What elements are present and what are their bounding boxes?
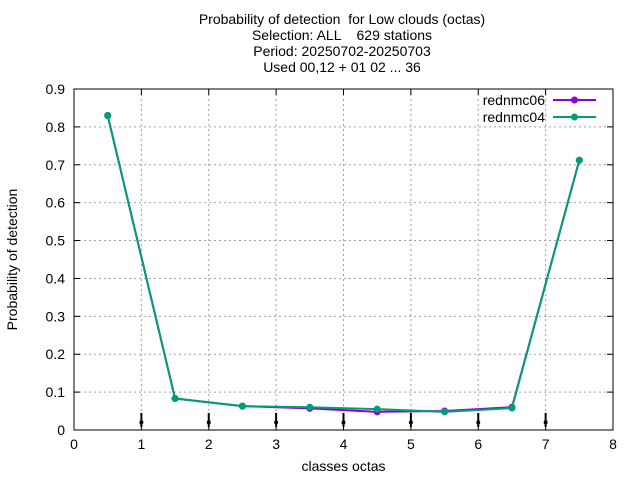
y-tick-label: 0.4 (46, 270, 66, 286)
x-tick-label: 6 (474, 436, 482, 452)
x-tick-label: 4 (340, 436, 348, 452)
chart-title-line-1: Probability of detection for Low clouds … (198, 11, 486, 27)
data-point (508, 404, 516, 412)
grid (74, 89, 613, 430)
data-point (373, 405, 381, 413)
y-tick-label: 0.8 (46, 119, 66, 135)
chart-title-line-2: Selection: ALL 629 stations (251, 27, 433, 43)
y-tick-label: 0.3 (46, 308, 66, 324)
y-axis-label: Probability of detection (4, 189, 20, 331)
series-line (106, 115, 581, 413)
x-tick-label: 8 (609, 436, 617, 452)
axis-ticks (73, 88, 614, 431)
data-point (575, 156, 583, 164)
x-tick-label: 3 (272, 436, 280, 452)
legend-item: rednmc06 (483, 92, 596, 108)
legend-label: rednmc06 (483, 92, 545, 108)
x-tick-label: 7 (542, 436, 550, 452)
error-bar-point (476, 420, 481, 425)
chart-title-line-4: Used 00,12 + 01 02 ... 36 (263, 59, 421, 75)
legend-marker (571, 113, 578, 121)
legend-label: rednmc04 (483, 109, 545, 125)
error-bars (139, 412, 548, 427)
data-point (104, 112, 112, 120)
x-tick-label: 1 (137, 436, 145, 452)
legend-marker (571, 96, 578, 104)
data-point (306, 403, 314, 411)
x-axis-label: classes octas (301, 458, 385, 474)
legend-item: rednmc04 (483, 109, 596, 125)
data-series (104, 112, 583, 416)
error-bar-point (206, 420, 211, 425)
y-tick-label: 0.6 (46, 195, 66, 211)
x-tick-label: 2 (205, 436, 213, 452)
error-bar-point (543, 420, 548, 425)
error-bar-point (408, 420, 413, 425)
data-point (238, 402, 246, 410)
y-tick-label: 0.9 (46, 81, 66, 97)
data-point (441, 408, 449, 416)
chart-title-line-3: Period: 20250702-20250703 (253, 43, 431, 59)
y-tick-label: 0.2 (46, 346, 66, 362)
error-bar-point (274, 420, 279, 425)
y-tick-label: 0.1 (46, 384, 66, 400)
x-tick-labels: 0 1 2 3 4 5 6 7 8 (70, 436, 617, 452)
x-tick-label: 5 (407, 436, 415, 452)
y-tick-label: 0.7 (46, 157, 66, 173)
data-point (171, 395, 179, 403)
series-rednmc04 (104, 112, 583, 416)
error-bar-point (139, 420, 144, 425)
error-bar-point (341, 420, 346, 425)
x-tick-label: 0 (70, 436, 78, 452)
y-tick-labels: 0 0.1 0.2 0.3 0.4 0.5 0.6 0.7 0.8 0.9 (46, 81, 66, 438)
y-tick-label: 0 (57, 422, 65, 438)
y-tick-label: 0.5 (46, 233, 66, 249)
